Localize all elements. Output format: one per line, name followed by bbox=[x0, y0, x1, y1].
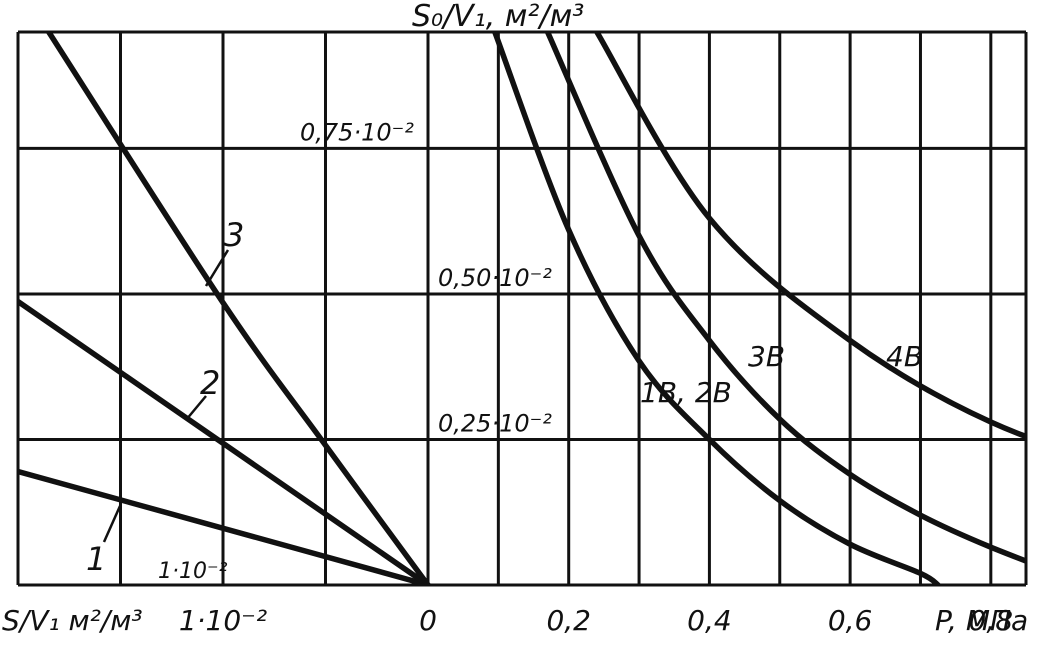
top-axis-label: S₀/V₁, м²/м³ bbox=[412, 0, 584, 34]
series-label-leader bbox=[185, 395, 207, 421]
series-label-2: 2 bbox=[200, 364, 220, 402]
series-line-3 bbox=[46, 32, 431, 585]
x-tick-label-right: 0,6 bbox=[828, 604, 873, 637]
x-tick-label-right: 0,4 bbox=[687, 604, 732, 637]
series-line-3b bbox=[544, 32, 1026, 564]
series-line-1 bbox=[18, 468, 431, 585]
series-label-3b: 3B bbox=[748, 340, 785, 373]
series-line-2 bbox=[18, 298, 431, 585]
series-label-3: 3 bbox=[224, 216, 244, 254]
x-tick-label-right: 0,8 bbox=[969, 604, 1014, 637]
y-tick-label: 0,25·10⁻² bbox=[438, 409, 552, 437]
y-tick-label: 0,50·10⁻² bbox=[438, 264, 552, 292]
series-line-4b bbox=[594, 32, 1026, 440]
label-layer: S₀/V₁, м²/м³ S/V₁ м²/м³ P, МПа 1·10⁻² 1·… bbox=[2, 0, 1028, 637]
series-label-1: 1 bbox=[86, 540, 106, 578]
x-tick-label-left: 0 bbox=[419, 604, 437, 637]
grid-layer bbox=[16, 30, 1028, 587]
series-label-leader bbox=[102, 505, 122, 543]
x-tick-label-right: 0,2 bbox=[546, 604, 591, 637]
series-label-4b: 4B bbox=[886, 340, 923, 373]
y-tick-label: 0,75·10⁻² bbox=[300, 118, 414, 146]
series-line-1b-2b bbox=[492, 32, 941, 585]
series-layer bbox=[18, 32, 1026, 585]
left-axis-label: S/V₁ м²/м³ bbox=[2, 604, 143, 637]
gridlines-group bbox=[18, 32, 1026, 585]
x-tick-label-left: 1·10⁻² bbox=[179, 604, 267, 637]
series-label-1b-2b: 1B, 2B bbox=[640, 376, 732, 409]
extra-left-label: 1·10⁻² bbox=[158, 559, 228, 584]
right-axis-label: P, МПа bbox=[935, 604, 1028, 637]
series-label-leader bbox=[204, 249, 230, 287]
